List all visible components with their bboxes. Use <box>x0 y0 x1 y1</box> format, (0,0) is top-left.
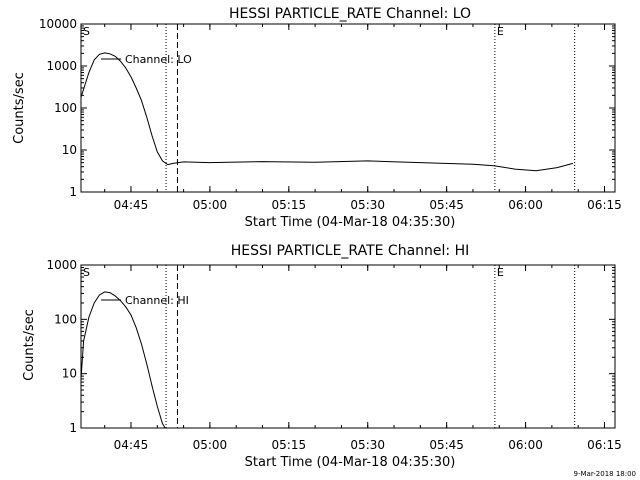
x-tick-label: 04:45 <box>114 198 149 212</box>
chart-title-hi: HESSI PARTICLE_RATE Channel: HI <box>231 243 469 259</box>
legend-label-hi: Channel: HI <box>125 294 189 307</box>
y-tick-label: 1000 <box>46 258 77 272</box>
marker-label: S <box>83 266 90 279</box>
chart-title-lo: HESSI PARTICLE_RATE Channel: LO <box>229 6 471 22</box>
chart-panel-lo: HESSI PARTICLE_RATE Channel: LO Start Ti… <box>12 6 622 230</box>
y-tick-label: 10 <box>62 367 77 381</box>
x-tick-label: 05:45 <box>429 198 464 212</box>
y-tick-label: 1 <box>69 185 77 199</box>
x-tick-label: 06:00 <box>508 198 543 212</box>
footer-timestamp: 9-Mar-2018 18:00 <box>574 470 636 478</box>
x-tick-label: 05:30 <box>350 198 385 212</box>
y-axis-label-hi: Counts/sec <box>22 309 37 381</box>
y-tick-label: 10 <box>62 143 77 157</box>
y-axis-label-lo: Counts/sec <box>12 72 27 144</box>
x-tick-label: 05:15 <box>272 198 307 212</box>
series-line-hi <box>80 291 166 429</box>
x-axis-label-hi: Start Time (04-Mar-18 04:35:30) <box>245 455 456 470</box>
marker-label: E <box>497 266 504 279</box>
x-tick-label: 05:15 <box>272 438 307 452</box>
series-line-lo <box>80 52 574 172</box>
x-tick-label: 05:45 <box>429 438 464 452</box>
x-tick-label: 06:00 <box>508 438 543 452</box>
y-tick-label: 1000 <box>46 59 77 73</box>
y-tick-label: 10000 <box>39 17 77 31</box>
x-tick-label: 05:30 <box>350 438 385 452</box>
x-axis-label-lo: Start Time (04-Mar-18 04:35:30) <box>245 215 456 230</box>
y-tick-label: 100 <box>54 101 77 115</box>
x-tick-label: 06:15 <box>587 198 622 212</box>
x-tick-label: 04:45 <box>114 438 149 452</box>
y-tick-label: 100 <box>54 312 77 326</box>
marker-label: S <box>83 25 90 38</box>
chart-panel-hi: HESSI PARTICLE_RATE Channel: HI Start Ti… <box>22 243 622 470</box>
x-tick-label: 05:00 <box>193 198 228 212</box>
legend-label-lo: Channel: LO <box>125 53 192 66</box>
y-tick-label: 1 <box>69 421 77 435</box>
marker-label: E <box>497 25 504 38</box>
x-tick-label: 05:00 <box>193 438 228 452</box>
x-tick-label: 06:15 <box>587 438 622 452</box>
